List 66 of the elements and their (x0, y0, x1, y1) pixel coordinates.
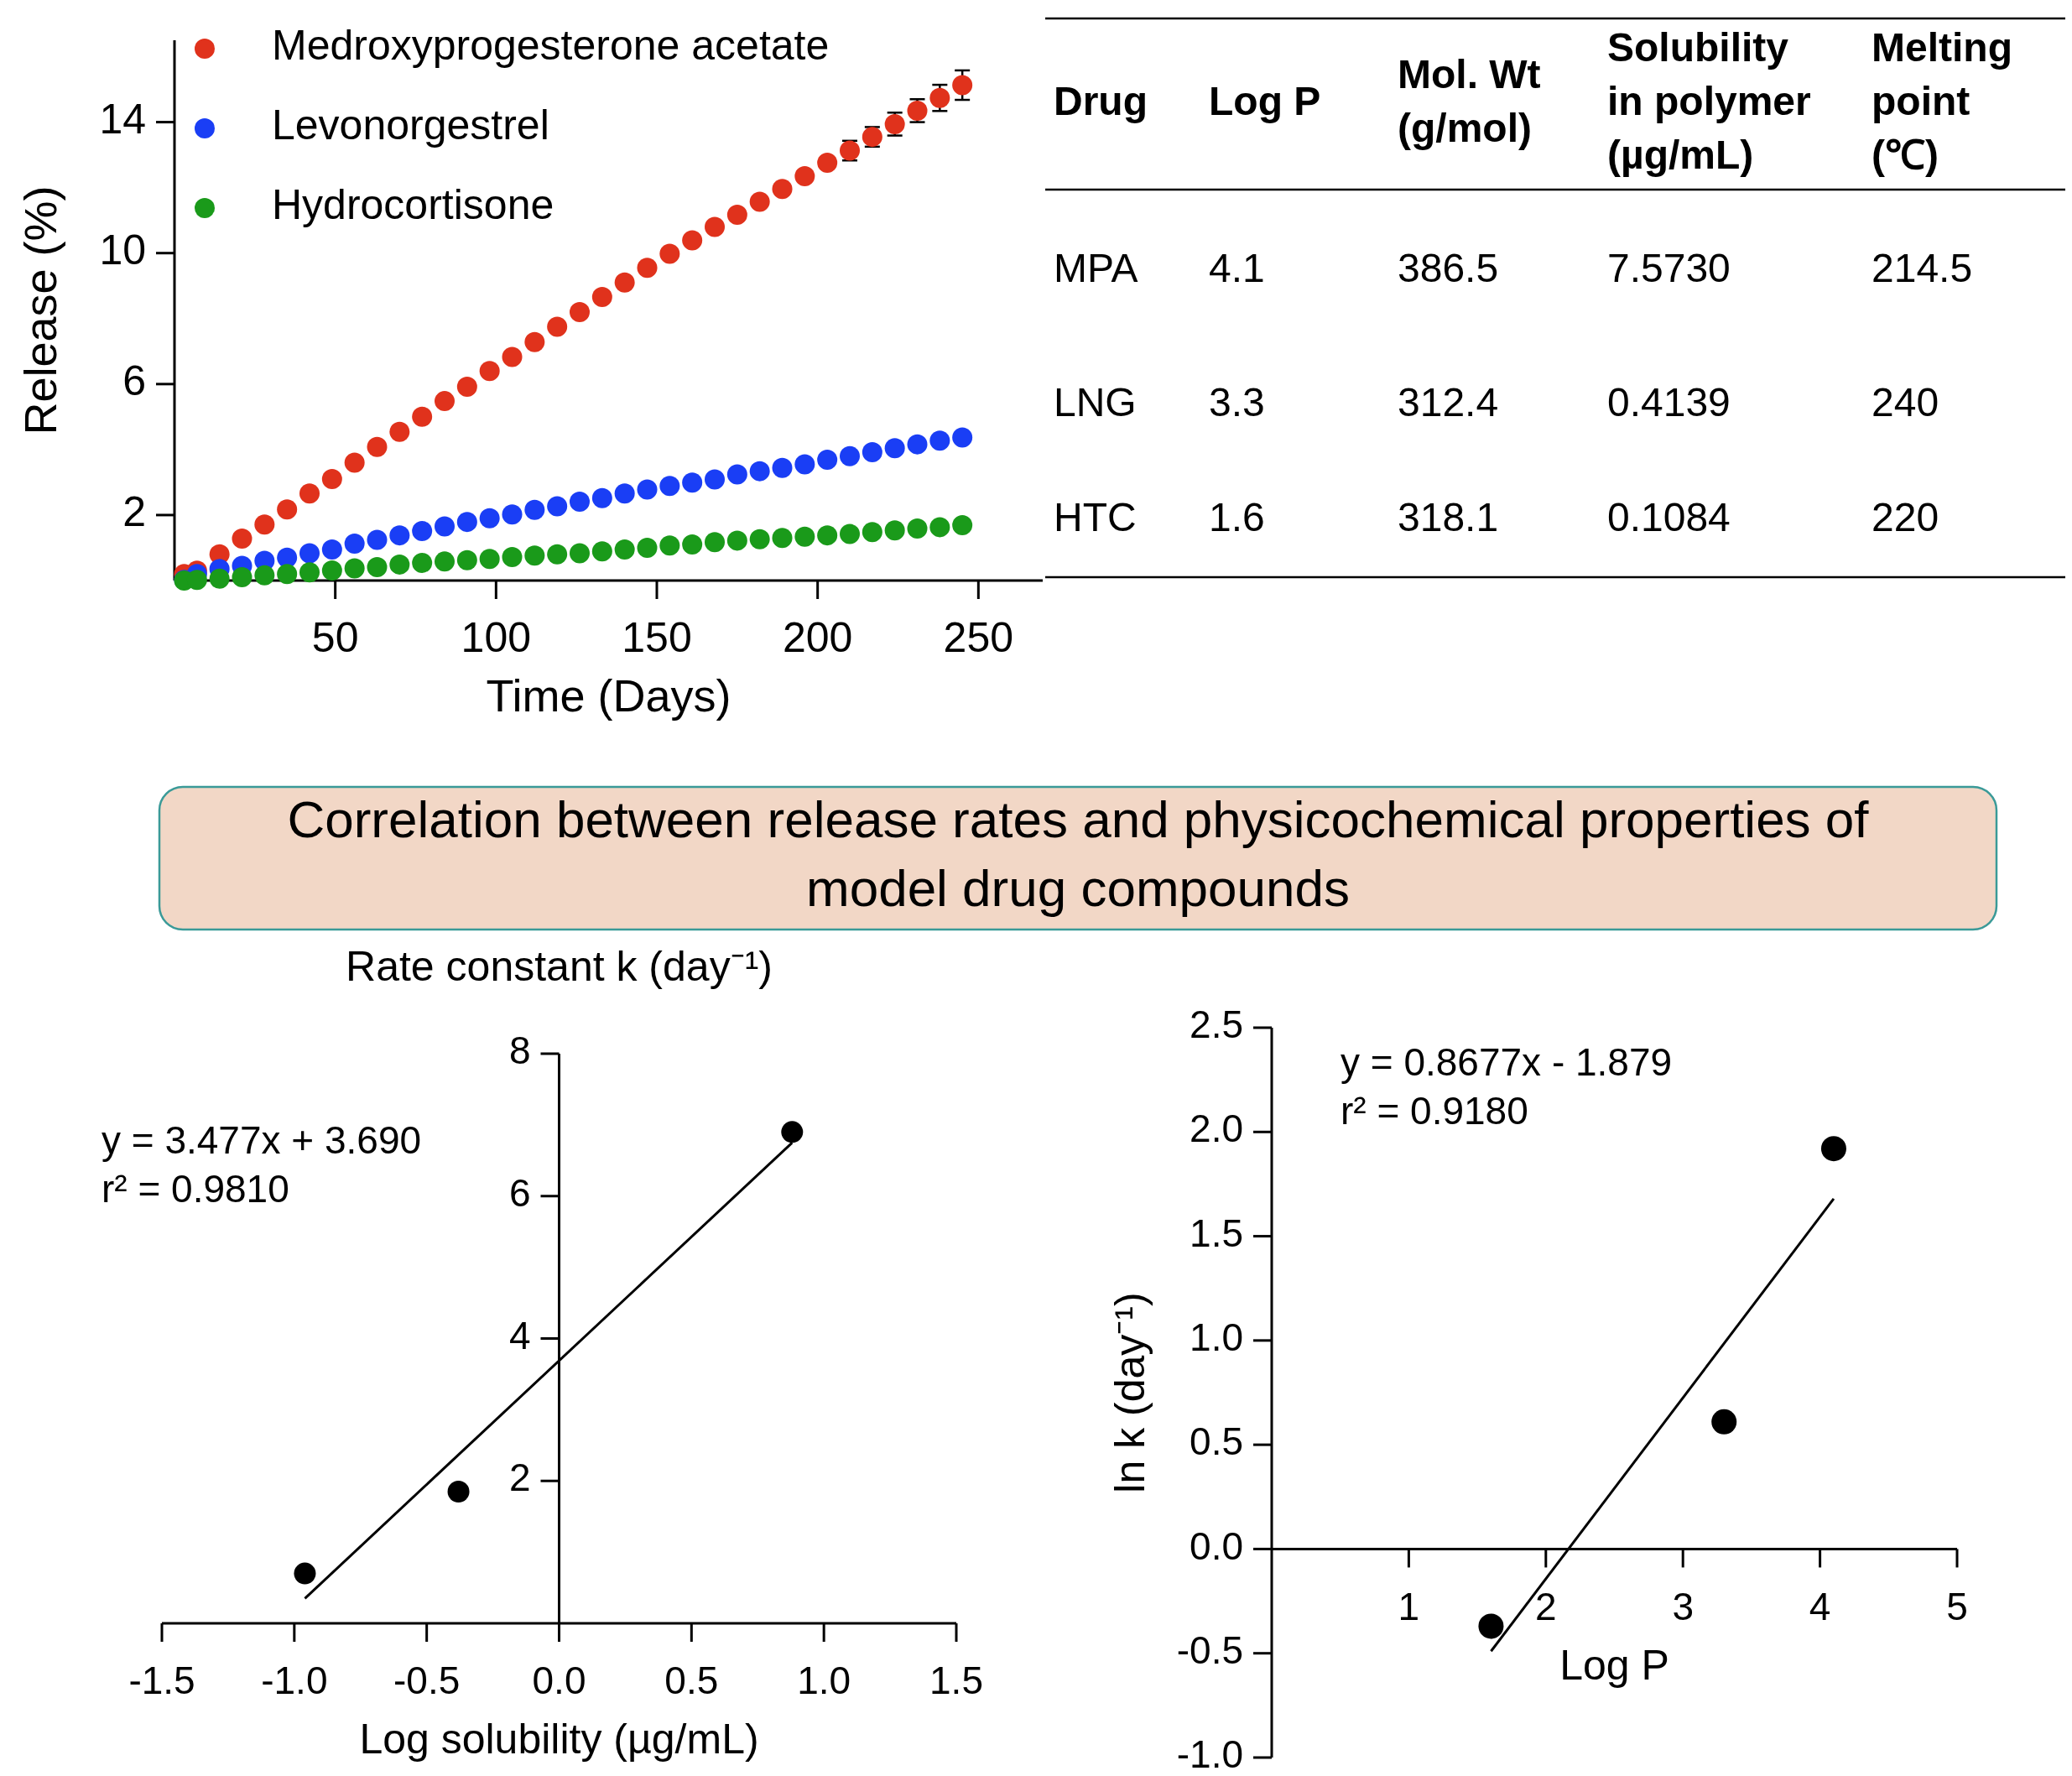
annotation: r² = 0.9810 (102, 1167, 289, 1211)
x-tick-label: 5 (1946, 1584, 1968, 1628)
text: LNG (1054, 379, 1137, 424)
text: 386.5 (1398, 245, 1499, 290)
x-tick-label: 1.5 (929, 1659, 983, 1703)
text: 318.1 (1398, 494, 1499, 539)
x-tick-label: 3 (1672, 1584, 1694, 1628)
x-axis-title: Log P (1559, 1641, 1669, 1689)
y-tick-label: 8 (508, 1029, 531, 1073)
x-tick-label: 200 (782, 614, 853, 662)
text: 0.1084 (1607, 494, 1731, 539)
category-label: Melting point (℃) (1872, 24, 2012, 177)
x-tick-label: -1.0 (261, 1659, 328, 1703)
x-tick-label: 100 (461, 614, 532, 662)
text: HTC (1054, 494, 1137, 539)
annotation: y = 0.8677x - 1.879 (1341, 1040, 1673, 1085)
x-axis-title: Time (Days) (486, 670, 731, 721)
y-tick-label: 14 (99, 95, 146, 143)
y-tick-label: 2 (508, 1456, 531, 1500)
text: 3.3 (1209, 379, 1265, 424)
y-axis-title: Release (%) (15, 185, 66, 435)
text: 220 (1872, 494, 1939, 539)
text: 312.4 (1398, 379, 1499, 424)
y-tick-label: -0.5 (1176, 1628, 1243, 1672)
annotation: y = 3.477x + 3.690 (102, 1118, 422, 1163)
x-tick-label: 250 (943, 614, 1014, 662)
text: 214.5 (1872, 245, 1973, 290)
text: 1.6 (1209, 494, 1265, 539)
y-tick-label: 4 (508, 1313, 531, 1357)
y-tick-label: 1.5 (1190, 1211, 1243, 1255)
y-tick-label: 6 (122, 357, 146, 405)
x-tick-label: 2 (1535, 1584, 1557, 1628)
text: 7.5730 (1607, 245, 1731, 290)
category-label: Drug (1054, 78, 1148, 123)
y-tick-label: 10 (99, 226, 146, 273)
x-tick-label: -0.5 (393, 1659, 461, 1703)
x-tick-label: 1.0 (797, 1659, 851, 1703)
y-tick-label: 2.5 (1190, 1003, 1243, 1047)
category-label: Mol. Wt (g/mol) (1398, 51, 1541, 150)
y-tick-label: 2.0 (1190, 1107, 1243, 1151)
x-tick-label: 150 (622, 614, 692, 662)
legend-label: Medroxyprogesterone acetate (272, 22, 830, 70)
y-axis-title: Rate constant k (day⁻¹) (346, 943, 773, 991)
y-tick-label: 2 (122, 488, 146, 536)
x-tick-label: 50 (311, 614, 359, 662)
legend-label: Levonorgestrel (272, 102, 549, 149)
y-tick-label: 0.5 (1190, 1419, 1243, 1464)
x-tick-label: 1 (1398, 1584, 1420, 1628)
text: 240 (1872, 379, 1939, 424)
category-label: Log P (1209, 78, 1321, 123)
x-tick-label: 0.5 (664, 1659, 719, 1703)
x-tick-label: -1.5 (128, 1659, 195, 1703)
text: 4.1 (1209, 245, 1265, 290)
y-tick-label: -1.0 (1176, 1732, 1243, 1776)
y-axis-title: ln k (day⁻¹) (1106, 1292, 1154, 1493)
category-label: Solubility in polymer (µg/mL) (1607, 24, 1811, 177)
y-tick-label: 1.0 (1190, 1315, 1243, 1360)
text: Correlation between release rates and physicochemical properties of model drug compounds (287, 790, 1870, 918)
y-tick-label: 6 (508, 1170, 531, 1215)
y-tick-label: 0.0 (1190, 1523, 1243, 1568)
text: MPA (1054, 245, 1138, 290)
x-tick-label: 4 (1809, 1584, 1831, 1628)
x-axis-title: Log solubility (µg/mL) (359, 1716, 759, 1763)
annotation: r² = 0.9180 (1341, 1089, 1528, 1133)
legend-label: Hydrocortisone (272, 181, 554, 229)
text: 0.4139 (1607, 379, 1731, 424)
